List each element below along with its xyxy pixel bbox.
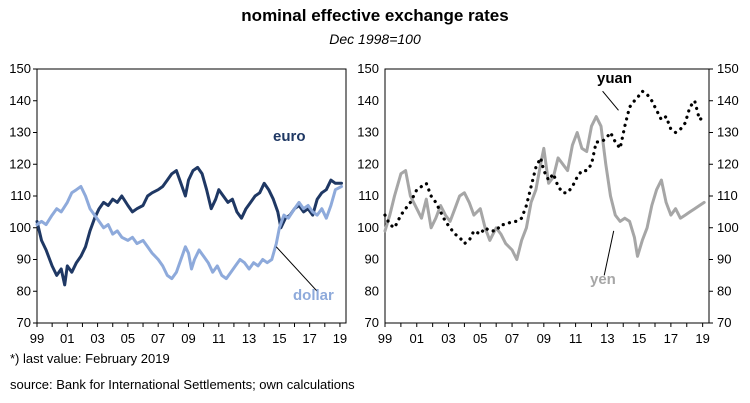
chart-subtitle: Dec 1998=100	[329, 31, 421, 47]
panel-euro-dollar: 70 80 90 100 110 120 130 140 150 99 01 03 05 07 09 11 13…	[9, 61, 347, 346]
source-note: source: Bank for International Settlemen…	[10, 377, 355, 392]
x-tick-label: 99	[30, 331, 44, 346]
y-tick-label: 150	[357, 61, 379, 76]
plot-frame	[36, 68, 347, 324]
euro-label: euro	[273, 128, 306, 145]
x-tick-label: 13	[600, 331, 614, 346]
y-tick-label: 130	[9, 125, 31, 140]
y-tick-label-right: 90	[717, 252, 731, 267]
x-tick-label: 01	[60, 331, 74, 346]
x-tick-label: 03	[441, 331, 455, 346]
x-tick-label: 07	[151, 331, 165, 346]
y-tick-label: 80	[17, 283, 31, 298]
x-tick-label: 99	[378, 331, 392, 346]
series-yen-line	[383, 115, 706, 261]
y-tick-label: 70	[17, 315, 31, 330]
y-tick-label-right: 70	[717, 315, 731, 330]
y-tick-label-right: 110	[717, 188, 738, 203]
x-tick-label: 11	[212, 331, 226, 346]
y-tick-label: 90	[17, 252, 31, 267]
y-tick-label: 120	[9, 156, 31, 171]
x-tick-label: 13	[242, 331, 256, 346]
x-tick-label: 01	[410, 331, 424, 346]
chart-title: nominal effective exchange rates	[241, 6, 509, 25]
y-tick-label: 130	[357, 125, 379, 140]
y-tick-label: 140	[357, 93, 379, 108]
y-tick-label: 110	[10, 188, 31, 203]
yen-label: yen	[590, 271, 616, 288]
callout-line	[603, 230, 615, 276]
x-tick-label: 15	[632, 331, 646, 346]
series-yuan-line	[383, 89, 706, 246]
x-tick-label: 19	[333, 331, 347, 346]
x-tick-label: 03	[90, 331, 104, 346]
x-tick-label: 09	[181, 331, 195, 346]
footnote: *) last value: February 2019	[10, 351, 170, 366]
y-tick-label-right: 100	[717, 220, 739, 235]
y-tick-label: 120	[357, 156, 379, 171]
dollar-label: dollar	[293, 287, 334, 304]
x-tick-label: 09	[537, 331, 551, 346]
x-tick-label: 15	[272, 331, 286, 346]
series-dollar-line	[35, 185, 343, 281]
plot-frame	[384, 68, 710, 324]
callout-line	[602, 90, 619, 111]
x-tick-label: 19	[695, 331, 709, 346]
y-tick-label-right: 130	[717, 125, 739, 140]
y-tick-label-right: 140	[717, 93, 739, 108]
y-tick-label: 100	[9, 220, 31, 235]
panel-yen-yuan: 70 70 80 80 90 90 100 100 110 110 120 120 130 130 140 1…	[357, 61, 738, 346]
y-tick-label: 80	[365, 283, 379, 298]
x-tick-label: 17	[664, 331, 678, 346]
x-tick-label: 07	[505, 331, 519, 346]
y-tick-label-right: 80	[717, 283, 731, 298]
y-tick-label-right: 120	[717, 156, 739, 171]
x-tick-label: 11	[569, 331, 583, 346]
y-tick-label: 70	[365, 315, 379, 330]
series-euro-line	[35, 165, 343, 287]
callout-line	[275, 246, 318, 292]
x-tick-label: 05	[121, 331, 135, 346]
yuan-label: yuan	[597, 70, 632, 87]
y-tick-label-right: 150	[717, 61, 739, 76]
x-tick-label: 05	[473, 331, 487, 346]
y-tick-label: 90	[365, 252, 379, 267]
y-tick-label: 150	[9, 61, 31, 76]
y-tick-label: 110	[358, 188, 379, 203]
y-tick-label: 100	[357, 220, 379, 235]
x-tick-label: 17	[302, 331, 316, 346]
y-tick-label: 140	[9, 93, 31, 108]
